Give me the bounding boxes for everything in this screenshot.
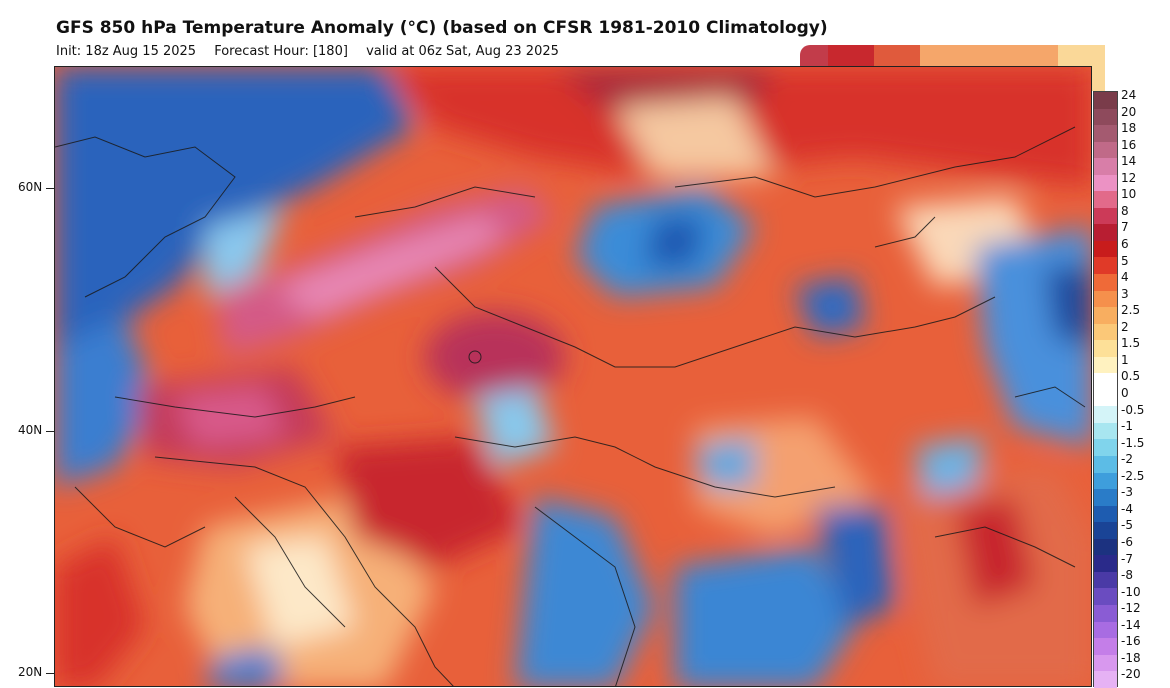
colorbar-segment <box>1094 323 1117 341</box>
colorbar-label: 18 <box>1121 121 1137 136</box>
colorbar-segment <box>1094 356 1117 374</box>
colorbar-label: -1 <box>1121 419 1133 434</box>
colorbar-segment <box>1094 340 1117 357</box>
colorbar-label: -16 <box>1121 634 1141 649</box>
colorbar-label: 20 <box>1121 104 1137 119</box>
lat-tick <box>46 673 54 674</box>
colorbar-label: 1.5 <box>1121 336 1141 351</box>
valid-time: valid at 06z Sat, Aug 23 2025 <box>366 44 559 59</box>
colorbar-segment <box>1094 654 1117 672</box>
colorbar-label: 6 <box>1121 237 1129 251</box>
colorbar-segment <box>1094 92 1117 109</box>
colorbar-segment <box>1094 240 1117 258</box>
colorbar-label: 14 <box>1121 154 1137 169</box>
colorbar-label: -7 <box>1121 551 1133 566</box>
colorbar-label: 5 <box>1121 253 1129 268</box>
colorbar-segment <box>1094 290 1117 308</box>
colorbar-segment <box>1094 108 1117 126</box>
colorbar-segment <box>1094 638 1117 655</box>
colorbar-label: -1.5 <box>1121 435 1145 450</box>
colorbar-label: 2 <box>1121 319 1129 334</box>
colorbar-segment <box>1094 588 1117 605</box>
colorbar-label: 3 <box>1121 286 1129 301</box>
colorbar-label: -20 <box>1121 667 1141 682</box>
colorbar-segment <box>1094 125 1117 142</box>
colorbar-segment <box>1094 538 1117 556</box>
colorbar-segment <box>1094 141 1117 159</box>
colorbar-segment <box>1094 373 1117 390</box>
colorbar-segment <box>1094 671 1117 688</box>
colorbar-label: 7 <box>1121 220 1129 235</box>
colorbar-label: -4 <box>1121 501 1133 516</box>
colorbar-segment <box>1094 224 1117 241</box>
map-canvas <box>55 67 1091 686</box>
colorbar-label: -8 <box>1121 568 1133 583</box>
colorbar-segment <box>1094 307 1117 324</box>
colorbar-segment <box>1094 389 1117 407</box>
colorbar-label: 12 <box>1121 170 1137 185</box>
colorbar-label: 10 <box>1121 187 1137 202</box>
colorbar-label: 4 <box>1121 270 1129 285</box>
colorbar-segment <box>1094 207 1117 225</box>
coastlines <box>55 126 1086 686</box>
colorbar-label: -14 <box>1121 617 1141 632</box>
colorbar-label: -10 <box>1121 584 1141 599</box>
colorbar <box>1093 91 1118 688</box>
colorbar-segment <box>1094 158 1117 175</box>
colorbar-label: -6 <box>1121 535 1133 549</box>
colorbar-segment <box>1094 456 1117 473</box>
colorbar-label: -12 <box>1121 601 1141 616</box>
colorbar-label: 8 <box>1121 203 1129 218</box>
lat-label-20n: 20N <box>18 665 43 679</box>
colorbar-label: -18 <box>1121 650 1141 665</box>
lat-label-40n: 40N <box>18 423 43 437</box>
colorbar-segment <box>1094 472 1117 490</box>
colorbar-segment <box>1094 439 1117 457</box>
colorbar-label: -3 <box>1121 485 1133 500</box>
lat-label-60n: 60N <box>18 180 43 194</box>
lat-tick <box>46 431 54 432</box>
lat-tick <box>46 188 54 189</box>
colorbar-label: 24 <box>1121 88 1137 102</box>
colorbar-label: 0 <box>1121 386 1129 400</box>
init-time: Init: 18z Aug 15 2025 <box>56 44 197 59</box>
map-subtitle: Init: 18z Aug 15 2025 Forecast Hour: [18… <box>56 44 573 59</box>
colorbar-segment <box>1094 191 1117 208</box>
colorbar-segment <box>1094 621 1117 639</box>
colorbar-label: 1 <box>1121 352 1129 367</box>
colorbar-segment <box>1094 174 1117 192</box>
colorbar-segment <box>1094 422 1117 440</box>
colorbar-label: 16 <box>1121 137 1137 152</box>
colorbar-segment <box>1094 604 1117 622</box>
colorbar-segment <box>1094 274 1117 291</box>
colorbar-label: 0.5 <box>1121 369 1141 384</box>
colorbar-label: -0.5 <box>1121 402 1145 417</box>
map-title: GFS 850 hPa Temperature Anomaly (°C) (ba… <box>56 18 828 38</box>
colorbar-segment <box>1094 522 1117 539</box>
colorbar-segment <box>1094 505 1117 523</box>
colorbar-label: -2.5 <box>1121 468 1145 483</box>
colorbar-segment <box>1094 489 1117 506</box>
colorbar-segment <box>1094 571 1117 589</box>
anomaly-map[interactable] <box>54 66 1092 687</box>
colorbar-segment <box>1094 406 1117 423</box>
forecast-hour: Forecast Hour: [180] <box>214 44 348 59</box>
colorbar-segment <box>1094 555 1117 572</box>
colorbar-label: -2 <box>1121 452 1133 467</box>
colorbar-label: 2.5 <box>1121 303 1141 318</box>
colorbar-label: -5 <box>1121 518 1133 533</box>
colorbar-segment <box>1094 257 1117 275</box>
